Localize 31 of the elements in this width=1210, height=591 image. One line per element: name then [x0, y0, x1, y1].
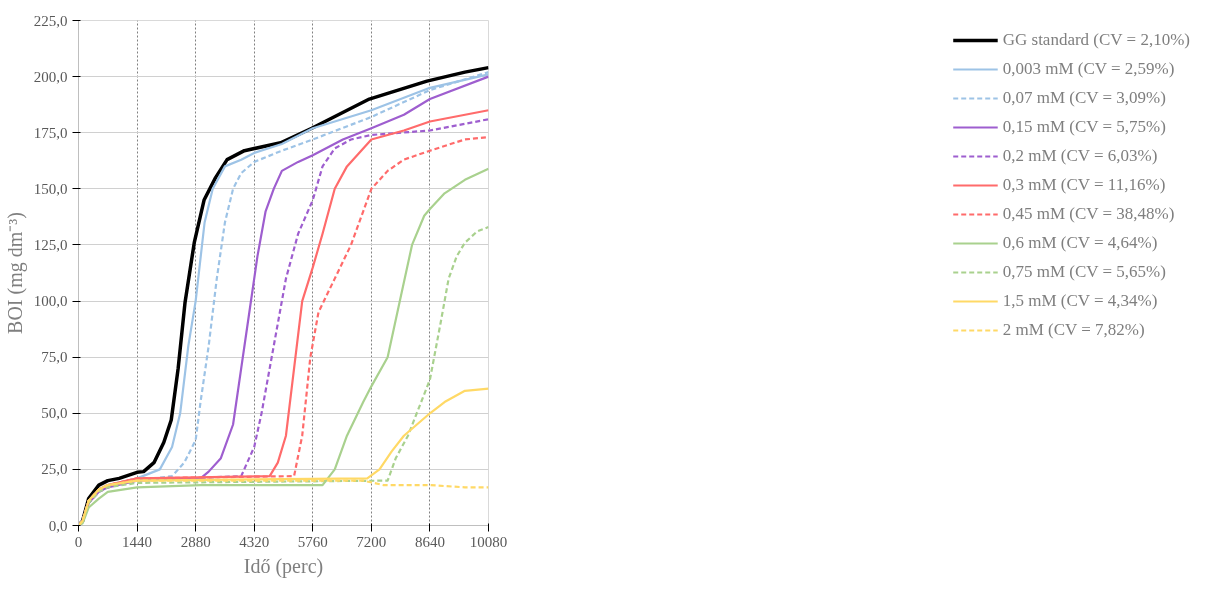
legend-label: 0,15 mM (CV = 5,75%): [1002, 117, 1166, 137]
legend-label: 0,75 mM (CV = 5,65%): [1002, 262, 1166, 282]
x-tick-label: 1440: [122, 533, 153, 550]
y-tick-label: 75,0: [41, 349, 68, 366]
legend-label: 0,6 mM (CV = 4,64%): [1002, 233, 1158, 253]
x-tick-label: 5760: [297, 533, 328, 550]
y-tick-label: 100,0: [33, 293, 68, 310]
x-tick-label: 4320: [239, 533, 270, 550]
x-tick-label: 10080: [469, 533, 508, 550]
y-tick-label: 175,0: [33, 124, 68, 141]
legend-label: 0,07 mM (CV = 3,09%): [1002, 88, 1166, 108]
legend-label: 0,3 mM (CV = 11,16%): [1002, 175, 1166, 195]
y-tick-label: 50,0: [41, 405, 68, 422]
y-tick-label: 150,0: [33, 180, 68, 197]
x-tick-label: 7200: [356, 533, 387, 550]
legend-label: 1,5 mM (CV = 4,34%): [1002, 291, 1158, 311]
x-tick-label: 8640: [414, 533, 445, 550]
x-axis-title: Idő (perc): [243, 554, 324, 578]
y-tick-label: 0,0: [48, 517, 68, 534]
y-tick-label: 125,0: [33, 236, 68, 253]
legend-label: 0,2 mM (CV = 6,03%): [1002, 146, 1158, 166]
x-tick-label: 2880: [180, 533, 211, 550]
y-axis-title: BOI (mg dm⁻³): [3, 212, 27, 334]
legend-label: 2 mM (CV = 7,82%): [1002, 320, 1145, 340]
y-tick-label: 225,0: [33, 12, 68, 29]
legend-label: GG standard (CV = 2,10%): [1002, 30, 1190, 50]
legend-label: 0,45 mM (CV = 38,48%): [1002, 204, 1175, 224]
y-tick-label: 200,0: [33, 68, 68, 85]
legend-label: 0,003 mM (CV = 2,59%): [1002, 59, 1175, 79]
x-tick-label: 0: [74, 533, 83, 550]
y-tick-label: 25,0: [41, 461, 68, 478]
